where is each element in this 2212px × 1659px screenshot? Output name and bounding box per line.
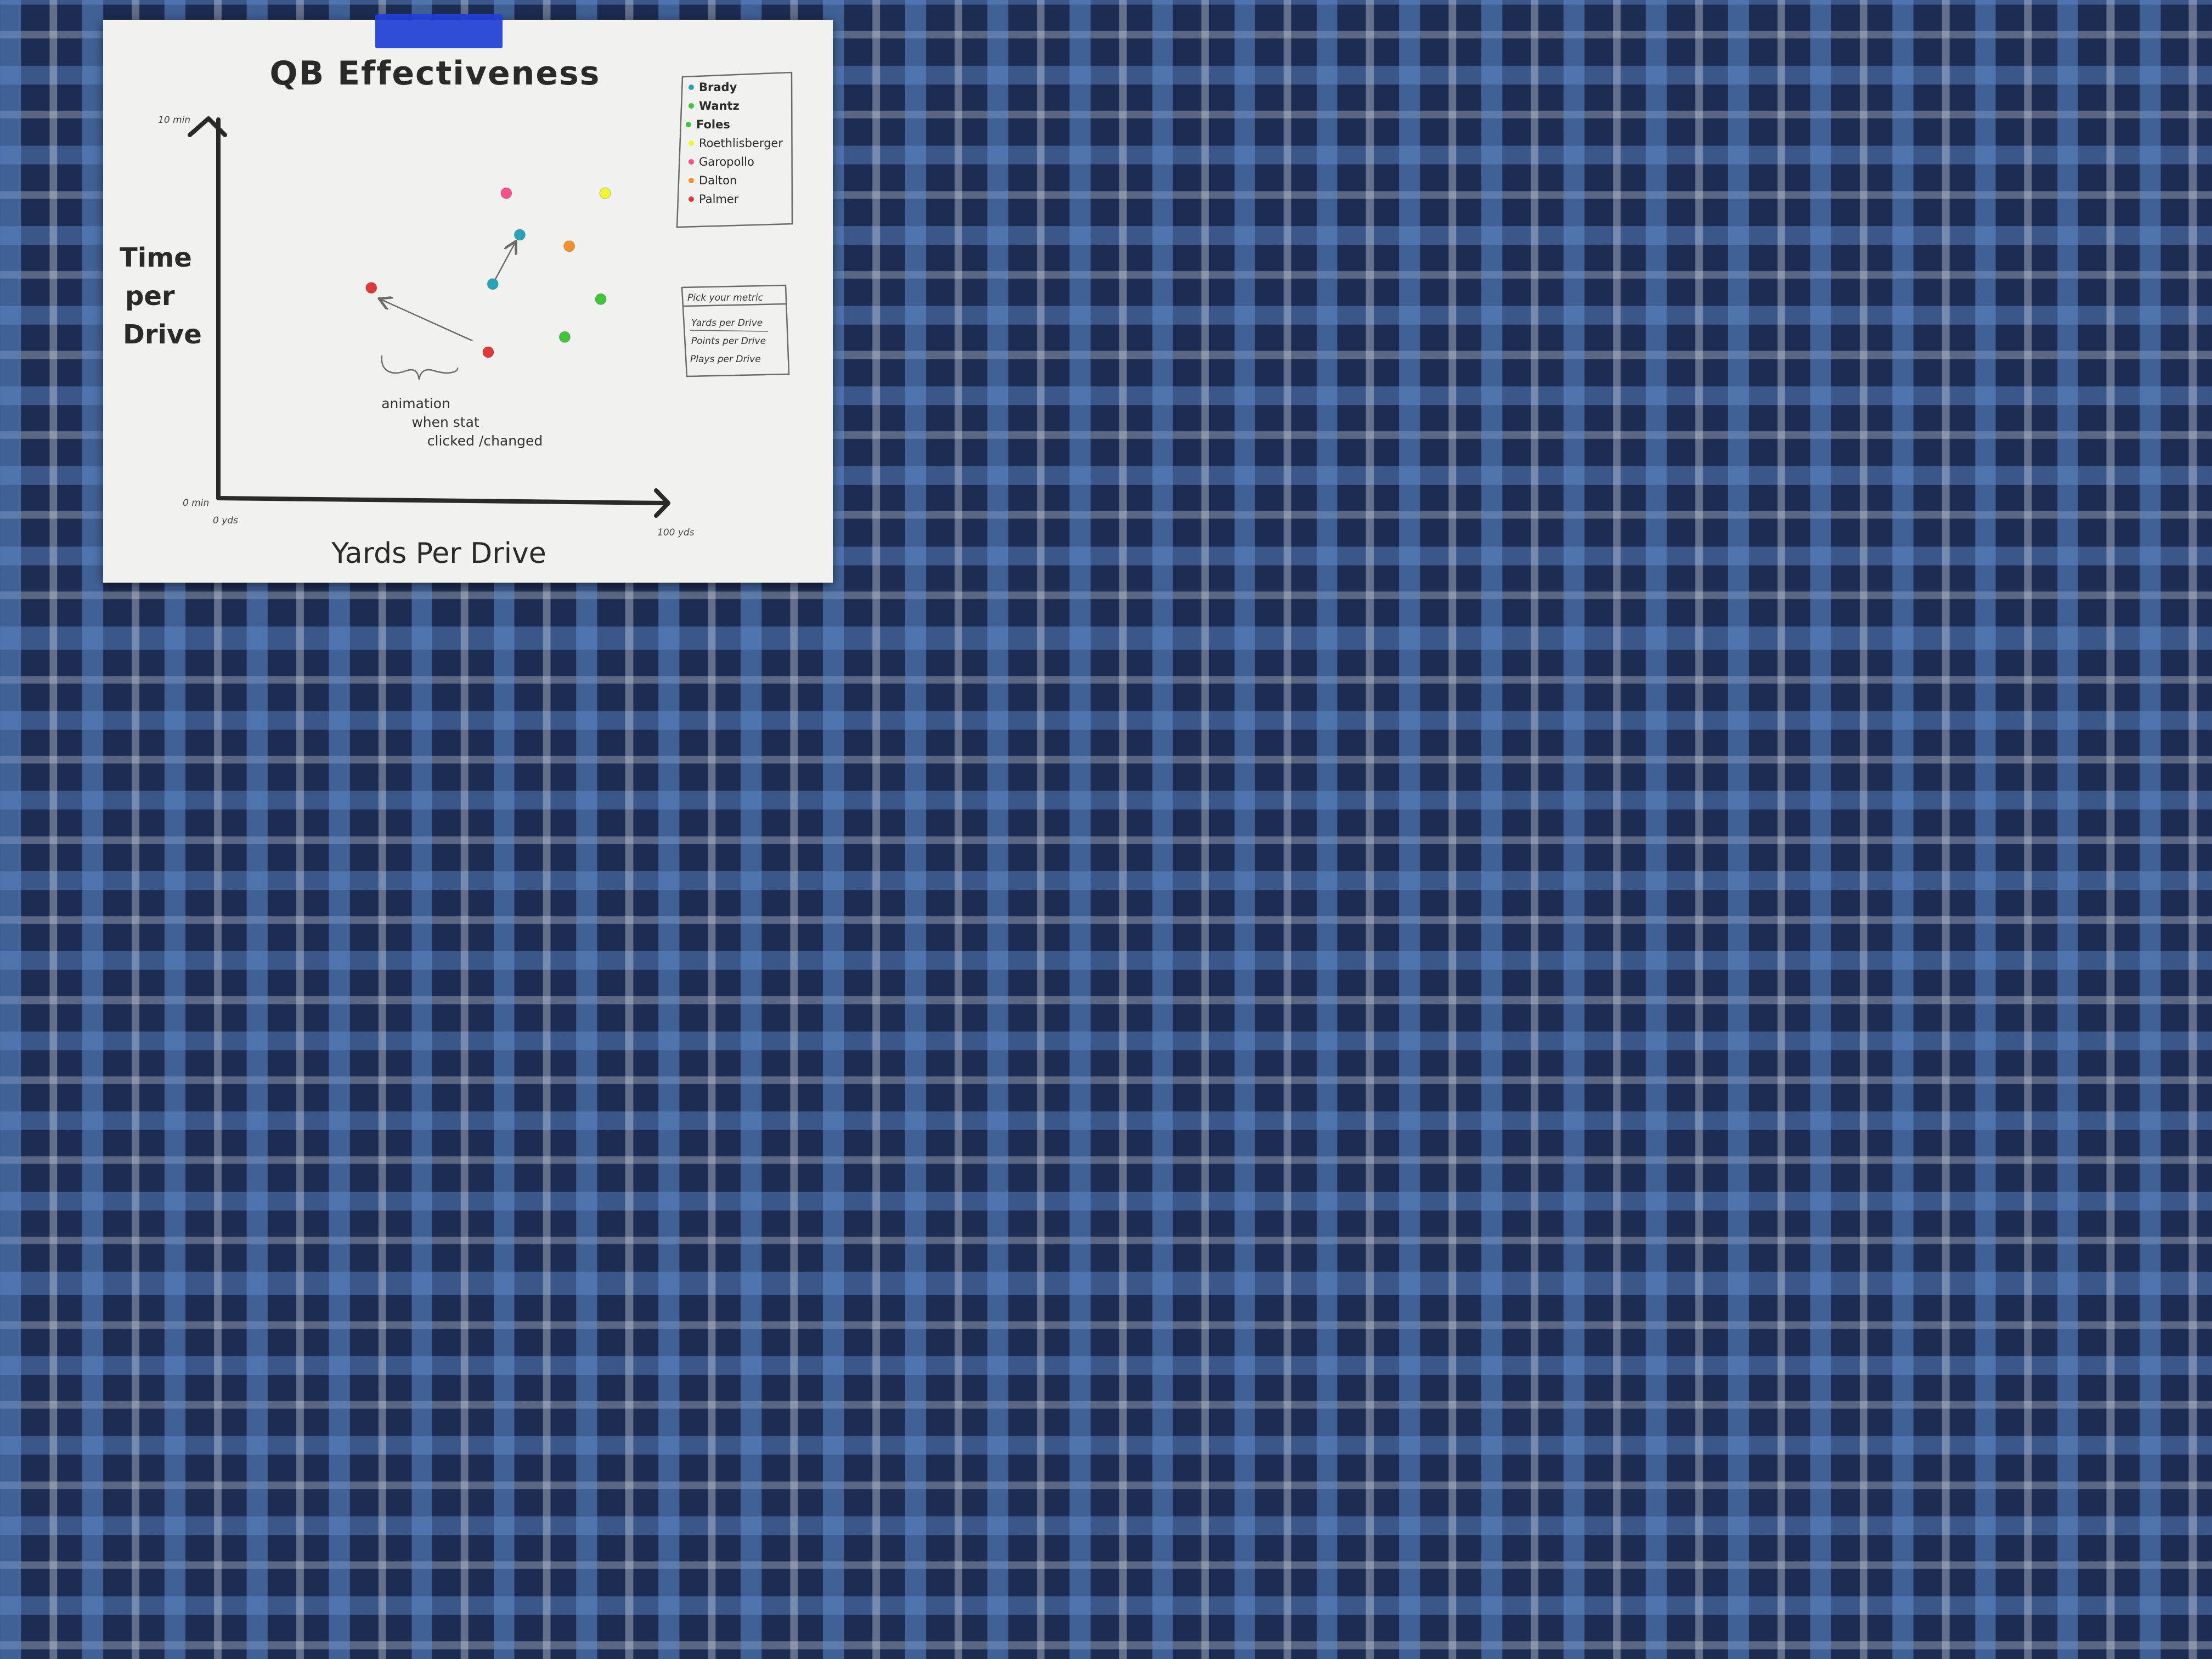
metric-option-plays[interactable]: Plays per Drive <box>690 354 761 365</box>
legend-label-brady: Brady <box>699 81 737 94</box>
legend-label-palmer: Palmer <box>699 193 739 206</box>
point-wentz-1[interactable] <box>595 293 607 306</box>
point-roethlisberger-1[interactable] <box>599 187 611 199</box>
y-axis-label-line2: per <box>125 281 175 312</box>
legend-box <box>676 71 793 228</box>
point-dalton-1[interactable] <box>563 240 575 252</box>
annotation-brace <box>381 355 459 380</box>
x-axis-arrow <box>654 488 670 518</box>
annotation-note-line1: animation <box>381 396 450 411</box>
legend: Brady Wantz Foles Roethlisberger Garopollo Da… <box>676 71 793 228</box>
annotation-note-line2: when stat <box>411 414 479 430</box>
y-axis-label-line1: Time <box>120 242 192 273</box>
data-points <box>365 187 611 358</box>
legend-dot-wantz <box>689 103 694 109</box>
metric-picker-box <box>681 284 790 377</box>
blue-tape <box>375 14 503 48</box>
legend-label-wantz: Wantz <box>699 99 740 112</box>
x-axis <box>216 496 669 505</box>
x-tick-min: 0 yds <box>213 515 238 526</box>
legend-label-dalton: Dalton <box>699 174 737 187</box>
legend-dot-brady <box>689 84 694 90</box>
legend-dot-foles <box>686 122 691 127</box>
legend-label-foles: Foles <box>696 118 730 131</box>
legend-dot-garopollo <box>689 159 694 165</box>
annotation-note: animation when stat clicked /changed <box>381 396 543 449</box>
y-axis-label-line3: Drive <box>123 319 202 350</box>
annotation-arrow-1 <box>492 242 515 285</box>
y-axis-label: Time per Drive <box>120 242 202 350</box>
metric-option-yards[interactable]: Yards per Drive <box>691 318 763 329</box>
legend-items: Brady Wantz Foles Roethlisberger Garopollo Da… <box>686 81 783 206</box>
metric-picker-selected-underline <box>690 330 769 332</box>
metric-picker-title: Pick your metric <box>687 292 764 303</box>
metric-options[interactable]: Yards per Drive Points per Drive Plays per… <box>690 318 766 365</box>
legend-label-roethlisberger: Roethlisberger <box>699 137 783 150</box>
x-axis-label: Yards Per Drive <box>331 537 546 570</box>
legend-dot-dalton <box>689 178 694 183</box>
axes <box>188 116 670 518</box>
point-brady-2[interactable] <box>514 229 526 241</box>
legend-dot-roethlisberger <box>689 140 694 146</box>
annotation-note-line3: clicked /changed <box>427 433 543 449</box>
legend-dot-palmer <box>689 196 694 202</box>
point-foles-1[interactable] <box>558 331 571 343</box>
legend-label-garopollo: Garopollo <box>699 155 754 168</box>
metric-picker-divider <box>683 303 787 307</box>
annotation-arrow-2 <box>380 299 473 342</box>
paper-sketch: QB Effectiveness 10 min 0 min 0 yds 100 … <box>103 14 833 583</box>
point-brady-1[interactable] <box>487 278 499 290</box>
scatter-chart: QB Effectiveness 10 min 0 min 0 yds 100 … <box>120 54 793 570</box>
point-palmer-2[interactable] <box>482 346 494 358</box>
annotation-arrows <box>380 242 515 342</box>
chart-title: QB Effectiveness <box>270 54 601 93</box>
y-tick-max: 10 min <box>158 115 190 126</box>
point-garopollo-1[interactable] <box>500 187 512 199</box>
y-axis-arrow <box>188 116 227 137</box>
point-palmer-1[interactable] <box>365 281 377 294</box>
x-tick-max: 100 yds <box>657 527 695 538</box>
y-tick-min: 0 min <box>183 498 209 509</box>
metric-picker[interactable]: Pick your metric Yards per Drive Points p… <box>681 284 790 377</box>
metric-option-points[interactable]: Points per Drive <box>691 336 766 347</box>
